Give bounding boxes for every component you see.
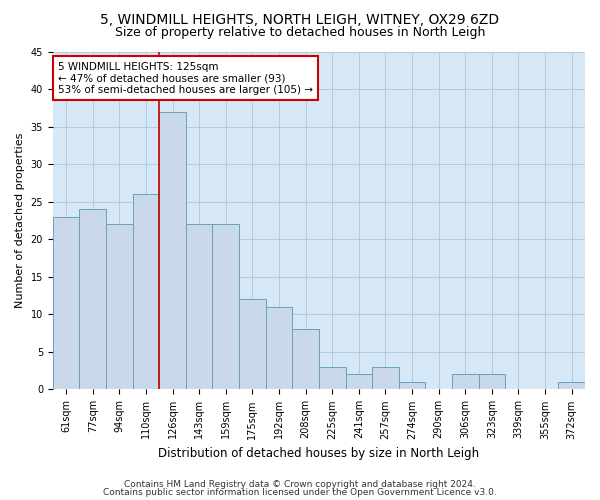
Bar	[399, 382, 425, 390]
Bar	[372, 367, 399, 390]
Bar	[79, 209, 106, 390]
Bar	[106, 224, 133, 390]
Bar	[186, 224, 212, 390]
Bar	[159, 112, 186, 390]
Bar	[479, 374, 505, 390]
X-axis label: Distribution of detached houses by size in North Leigh: Distribution of detached houses by size …	[158, 447, 479, 460]
Text: Size of property relative to detached houses in North Leigh: Size of property relative to detached ho…	[115, 26, 485, 39]
Text: 5, WINDMILL HEIGHTS, NORTH LEIGH, WITNEY, OX29 6ZD: 5, WINDMILL HEIGHTS, NORTH LEIGH, WITNEY…	[100, 12, 500, 26]
Bar	[559, 382, 585, 390]
Bar	[239, 300, 266, 390]
Bar	[452, 374, 479, 390]
Y-axis label: Number of detached properties: Number of detached properties	[15, 133, 25, 308]
Bar	[346, 374, 372, 390]
Text: Contains public sector information licensed under the Open Government Licence v3: Contains public sector information licen…	[103, 488, 497, 497]
Bar	[266, 307, 292, 390]
Bar	[133, 194, 159, 390]
Text: 5 WINDMILL HEIGHTS: 125sqm
← 47% of detached houses are smaller (93)
53% of semi: 5 WINDMILL HEIGHTS: 125sqm ← 47% of deta…	[58, 62, 313, 95]
Bar	[53, 216, 79, 390]
Bar	[212, 224, 239, 390]
Text: Contains HM Land Registry data © Crown copyright and database right 2024.: Contains HM Land Registry data © Crown c…	[124, 480, 476, 489]
Bar	[292, 330, 319, 390]
Bar	[319, 367, 346, 390]
